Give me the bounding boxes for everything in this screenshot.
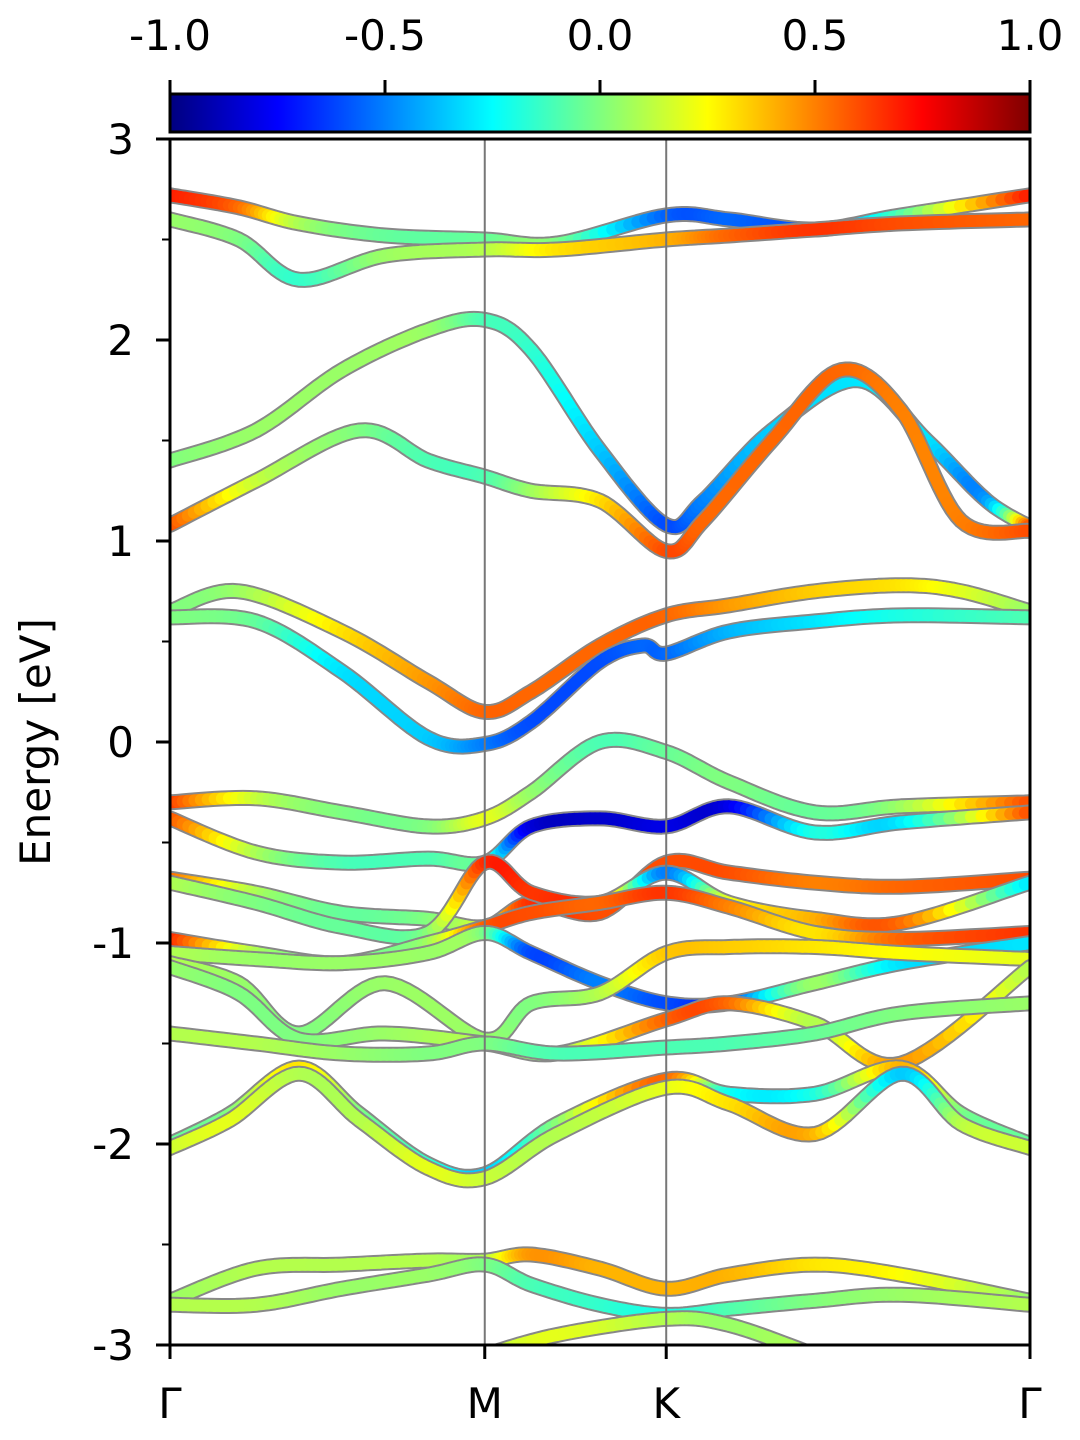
band-line [170, 1059, 1030, 1185]
band-line [170, 995, 1030, 1063]
band-segment [790, 1341, 805, 1345]
colorbar-tick-label: 1.0 [997, 11, 1064, 60]
k-point-label: Γ [1018, 1379, 1042, 1428]
band-line [170, 1256, 1030, 1323]
y-tick-label: 1 [107, 517, 134, 566]
y-tick-label: -3 [92, 1321, 134, 1370]
band-line [170, 1065, 1030, 1189]
k-point-label: Γ [158, 1379, 182, 1428]
band-outline [170, 607, 1030, 755]
k-point-label: K [652, 1379, 681, 1428]
band-segment [488, 1353, 491, 1354]
plot-area: -3 -2 -1 0 1 2 3 Γ M K Γ Energy [eV] [11, 115, 1042, 1428]
colorbar-tick-label: -0.5 [344, 11, 426, 60]
colorbar-tick-label: -1.0 [129, 11, 211, 60]
band-outline [170, 1059, 1030, 1185]
band-segment [807, 1352, 812, 1354]
band-line [488, 1310, 816, 1355]
y-axis-ticks: -3 -2 -1 0 1 2 3 [92, 115, 170, 1370]
y-tick-label: 3 [107, 115, 134, 164]
y-tick-label: 0 [107, 718, 134, 767]
colorbar-tick-label: 0.0 [567, 11, 634, 60]
band-segment [499, 1341, 515, 1345]
band-line [170, 577, 1030, 720]
colorbar-tick-label: 0.5 [782, 11, 849, 60]
band-segment [798, 1344, 806, 1345]
band-outline [170, 1065, 1030, 1189]
y-tick-label: 2 [107, 316, 134, 365]
y-tick-label: -2 [92, 1120, 134, 1169]
band-line [170, 731, 1030, 835]
band-segment [812, 1354, 816, 1355]
band-line [170, 211, 1030, 288]
colorbar: -1.0 -0.5 0.0 0.5 1.0 [129, 11, 1063, 134]
band-line [170, 798, 1030, 873]
bands-group [170, 187, 1030, 1355]
y-tick-label: -1 [92, 919, 134, 968]
colorbar-gradient [168, 92, 1032, 134]
band-line [170, 361, 1030, 560]
band-segment [497, 1343, 508, 1345]
k-point-label: M [467, 1379, 503, 1428]
band-segment [491, 1352, 495, 1353]
y-axis-label: Energy [eV] [11, 618, 60, 866]
band-line [170, 607, 1030, 755]
high-symmetry-lines [483, 139, 668, 1345]
band-segment [497, 1344, 501, 1345]
colorbar-ticks: -1.0 -0.5 0.0 0.5 1.0 [129, 11, 1063, 94]
band-line [170, 1246, 1030, 1309]
